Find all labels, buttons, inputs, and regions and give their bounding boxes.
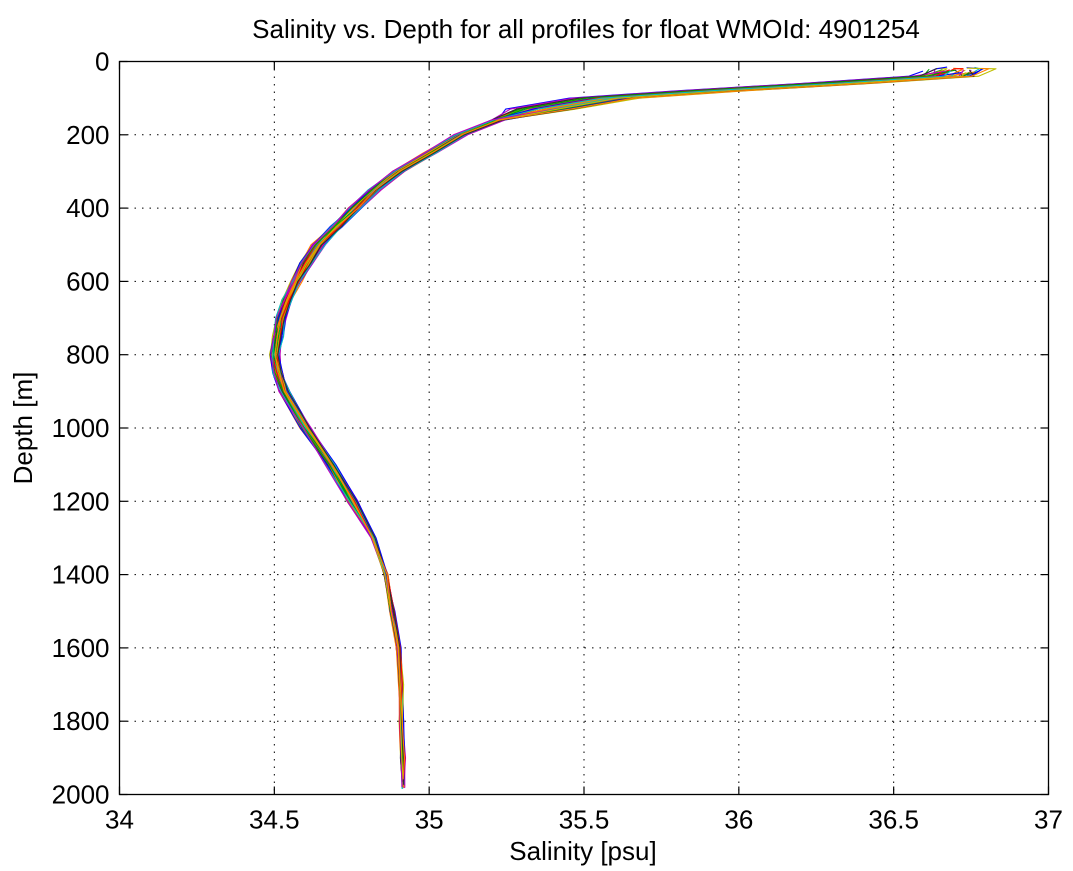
x-axis-label: Salinity [psu] xyxy=(509,836,656,866)
y-axis-label: Depth [m] xyxy=(8,372,38,485)
x-tick-label: 36.5 xyxy=(868,805,919,835)
y-tick-label: 400 xyxy=(66,193,109,223)
x-tick-label: 34 xyxy=(105,805,134,835)
x-tick-label: 37 xyxy=(1034,805,1063,835)
x-axis: 34 34.5 35 35.5 36 36.5 37 xyxy=(105,61,1063,835)
y-axis: 0 200 400 600 800 1000 1200 1400 1600 1800 2000 xyxy=(52,47,1049,810)
y-tick-label: 1200 xyxy=(52,486,110,516)
x-tick-label: 35.5 xyxy=(559,805,610,835)
y-tick-label: 800 xyxy=(66,340,109,370)
y-tick-label: 1800 xyxy=(52,706,110,736)
y-tick-label: 0 xyxy=(95,47,109,77)
x-tick-label: 34.5 xyxy=(249,805,300,835)
y-tick-label: 200 xyxy=(66,120,109,150)
profile-lines xyxy=(268,66,997,789)
chart-title: Salinity vs. Depth for all profiles for … xyxy=(252,14,920,44)
y-tick-label: 1400 xyxy=(52,560,110,590)
y-tick-label: 1000 xyxy=(52,413,110,443)
salinity-profile-line xyxy=(274,67,990,780)
x-tick-label: 35 xyxy=(415,805,444,835)
y-tick-label: 1600 xyxy=(52,633,110,663)
y-tick-label: 2000 xyxy=(52,780,110,810)
x-tick-label: 36 xyxy=(724,805,753,835)
y-tick-label: 600 xyxy=(66,266,109,296)
